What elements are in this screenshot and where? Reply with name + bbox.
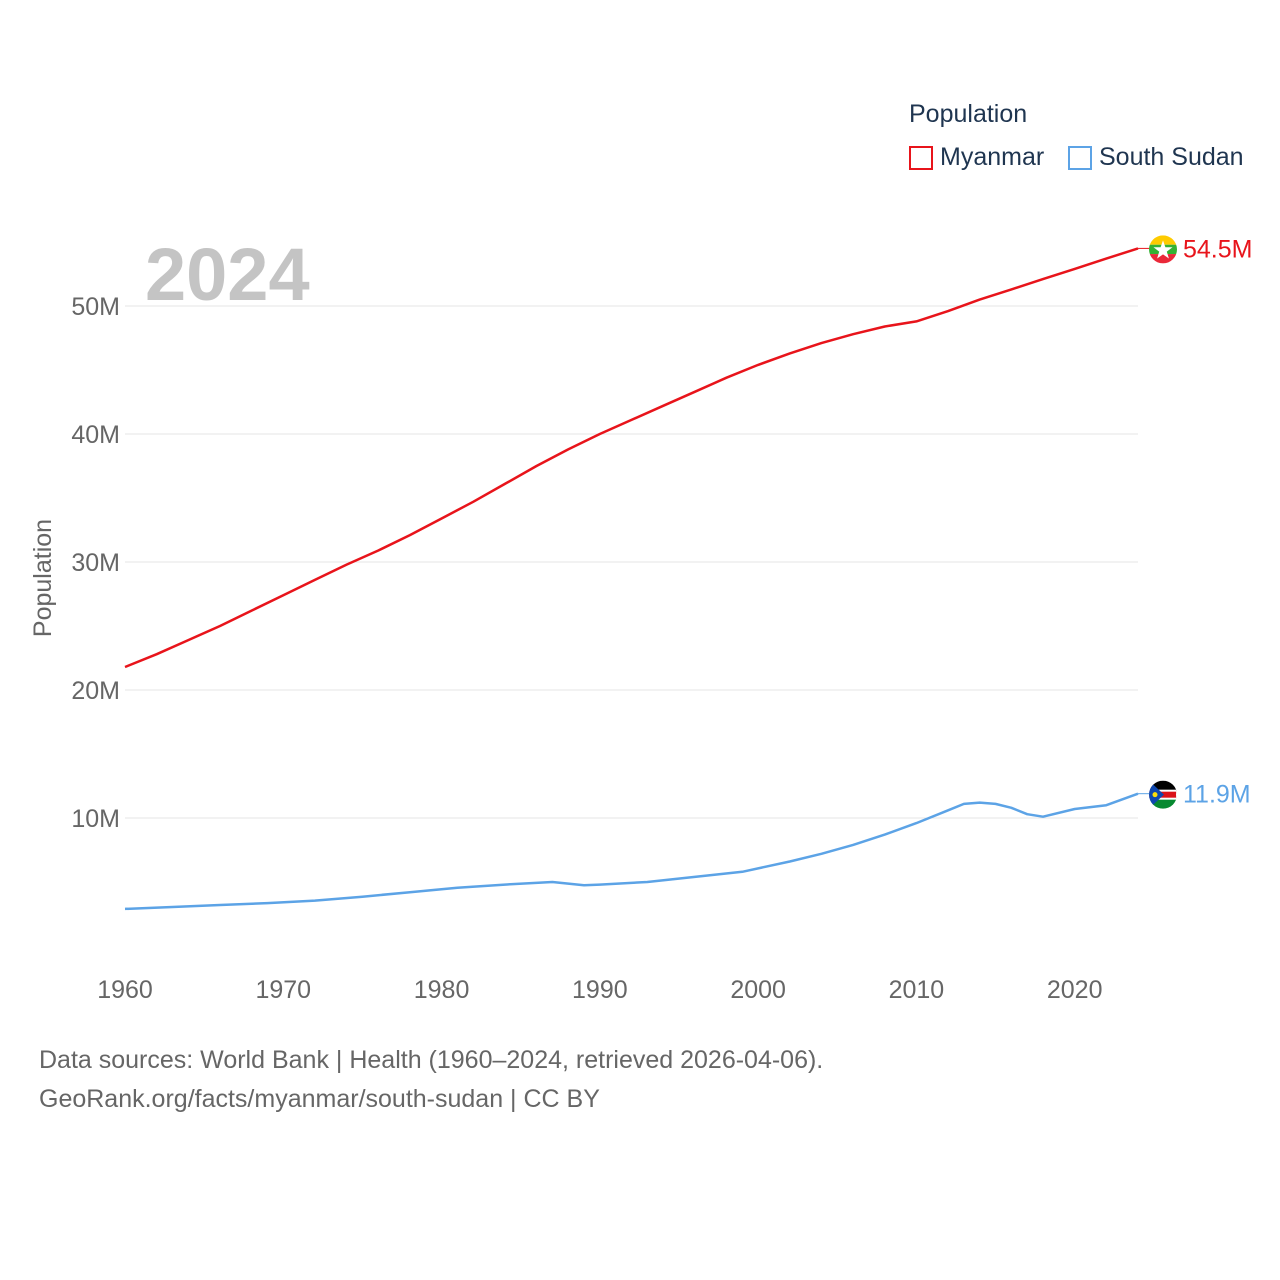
legend-item-south-sudan[interactable]: South Sudan: [1068, 143, 1244, 172]
legend-label-myanmar: Myanmar: [940, 143, 1045, 171]
legend-item-myanmar[interactable]: Myanmar: [909, 143, 1044, 172]
y-tick-label: 50M: [71, 293, 120, 321]
end-labels: 54.5M 11.9M: [1138, 235, 1252, 809]
x-axis-ticks: 1960 1970 1980 1990 2000 2010 2020: [97, 976, 1102, 1004]
y-tick-label: 30M: [71, 549, 120, 577]
series-line-south-sudan[interactable]: [124, 792, 1139, 911]
series-line-myanmar[interactable]: [124, 247, 1139, 669]
x-tick-label: 1980: [414, 976, 470, 1004]
x-tick-label: 2020: [1047, 976, 1103, 1004]
x-tick-label: 1990: [572, 976, 628, 1004]
legend-label-south-sudan: South Sudan: [1099, 143, 1244, 171]
legend-swatch-south-sudan: [1068, 145, 1092, 170]
gridlines: [125, 305, 1138, 819]
legend-title: Population: [909, 100, 1028, 128]
series: [124, 247, 1139, 911]
y-axis-ticks: 10M 20M 30M 40M 50M: [71, 293, 120, 833]
y-tick-label: 20M: [71, 677, 120, 705]
y-tick-label: 40M: [71, 421, 120, 449]
y-axis-label: Population: [29, 519, 57, 637]
south-sudan-flag-icon: [1149, 780, 1177, 809]
year-watermark: 2024: [145, 233, 310, 316]
myanmar-flag-icon: [1149, 235, 1177, 264]
y-tick-label: 10M: [71, 805, 120, 833]
end-value-label: 11.9M: [1183, 781, 1251, 809]
footer-sources: Data sources: World Bank | Health (1960–…: [39, 1046, 824, 1074]
x-tick-label: 1970: [255, 976, 311, 1004]
footer-link[interactable]: GeoRank.org/facts/myanmar/south-sudan | …: [39, 1085, 600, 1113]
end-value-label: 54.5M: [1183, 235, 1252, 263]
x-tick-label: 1960: [97, 976, 153, 1004]
x-tick-label: 2010: [889, 976, 945, 1004]
x-tick-label: 2000: [730, 976, 786, 1004]
legend-swatch-myanmar: [909, 145, 933, 170]
